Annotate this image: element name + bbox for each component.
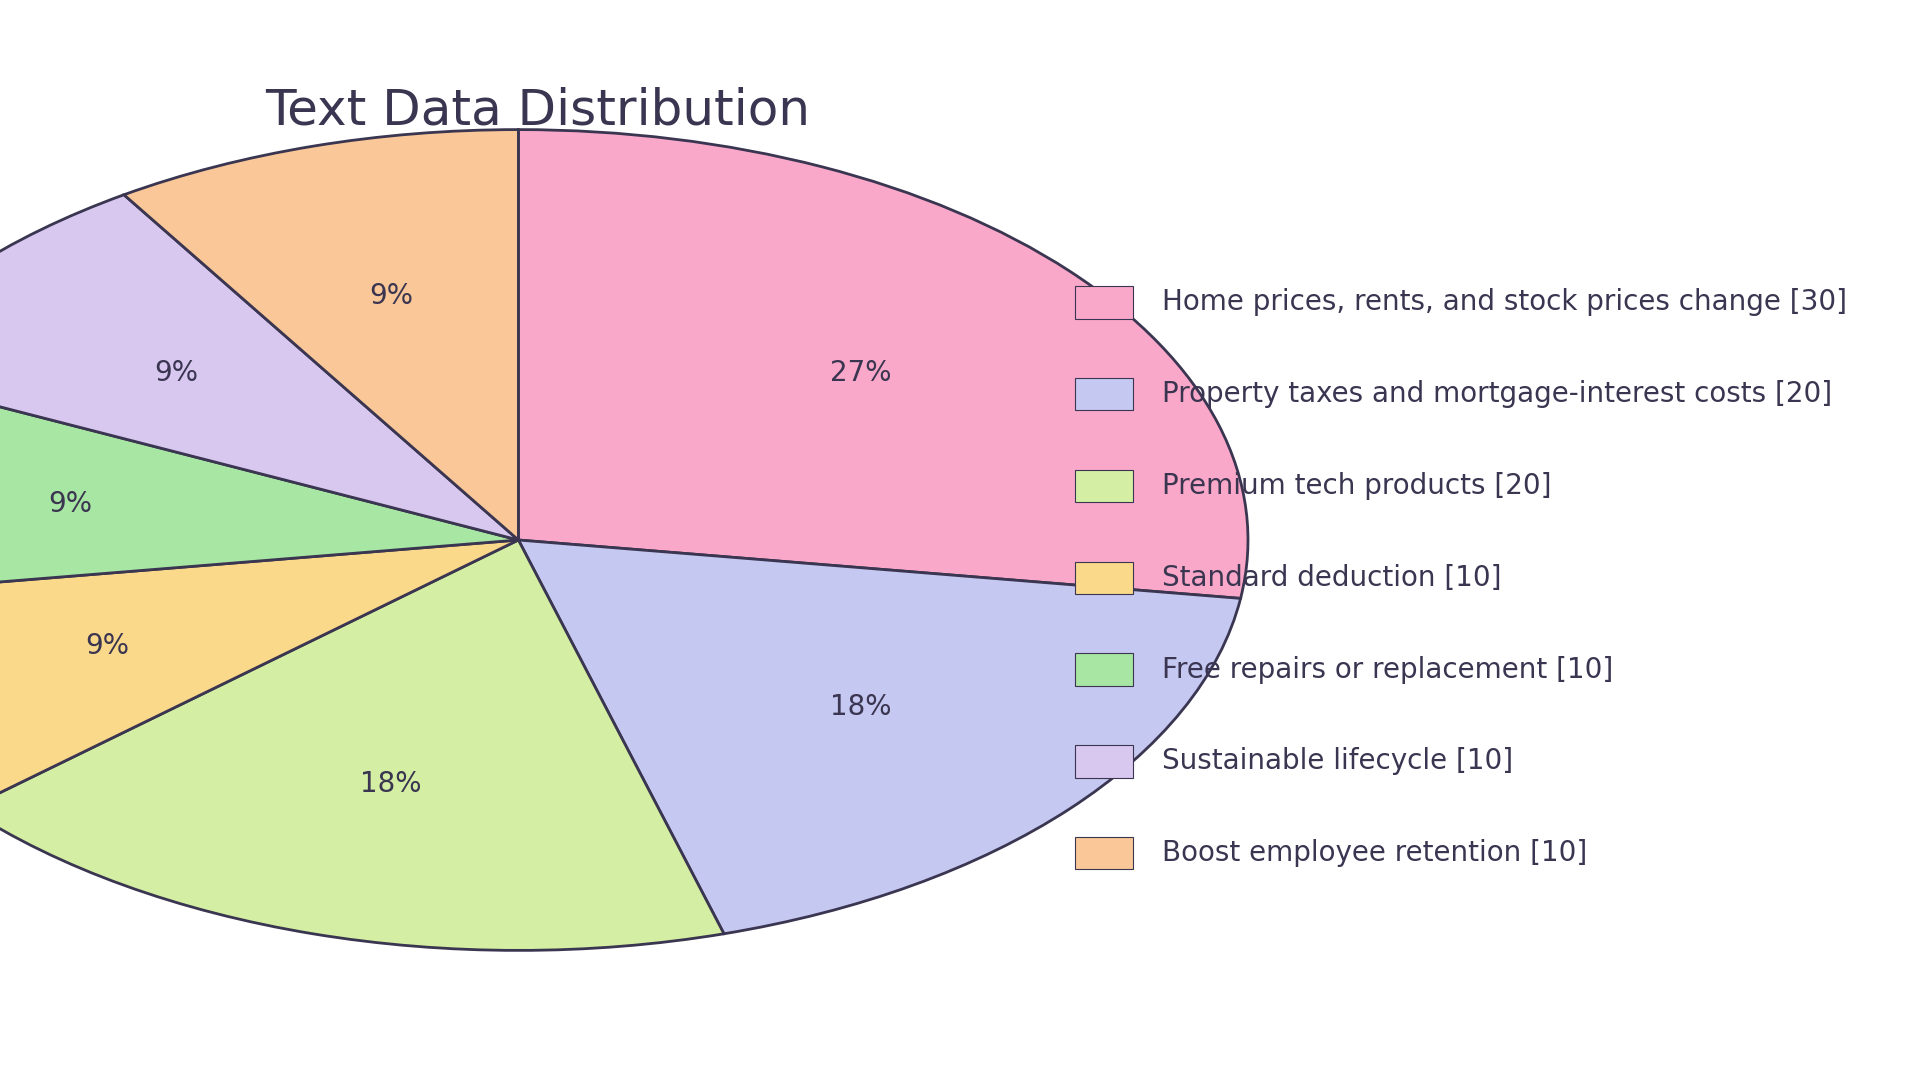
Text: 18%: 18% <box>829 692 891 720</box>
Text: 27%: 27% <box>829 360 891 388</box>
Text: Standard deduction [10]: Standard deduction [10] <box>1162 564 1501 592</box>
Wedge shape <box>125 130 518 540</box>
Text: Property taxes and mortgage-interest costs [20]: Property taxes and mortgage-interest cos… <box>1162 380 1832 408</box>
Text: Boost employee retention [10]: Boost employee retention [10] <box>1162 839 1586 867</box>
Bar <box>1075 653 1133 686</box>
Wedge shape <box>518 130 1248 598</box>
Text: Text Data Distribution: Text Data Distribution <box>265 86 810 134</box>
Bar <box>1075 470 1133 502</box>
Text: Premium tech products [20]: Premium tech products [20] <box>1162 472 1551 500</box>
Text: Free repairs or replacement [10]: Free repairs or replacement [10] <box>1162 656 1613 684</box>
Wedge shape <box>0 540 724 950</box>
Wedge shape <box>518 540 1240 934</box>
Wedge shape <box>0 540 518 809</box>
Text: 9%: 9% <box>48 490 92 517</box>
Text: 9%: 9% <box>84 632 129 660</box>
Bar <box>1075 562 1133 594</box>
Text: 9%: 9% <box>369 282 413 310</box>
Text: 9%: 9% <box>154 360 198 388</box>
Text: Home prices, rents, and stock prices change [30]: Home prices, rents, and stock prices cha… <box>1162 288 1847 316</box>
Wedge shape <box>0 194 518 540</box>
Wedge shape <box>0 369 518 598</box>
Bar <box>1075 378 1133 410</box>
Bar <box>1075 837 1133 869</box>
Text: Sustainable lifecycle [10]: Sustainable lifecycle [10] <box>1162 747 1513 775</box>
Text: 18%: 18% <box>361 770 422 798</box>
Bar <box>1075 286 1133 319</box>
Bar <box>1075 745 1133 778</box>
